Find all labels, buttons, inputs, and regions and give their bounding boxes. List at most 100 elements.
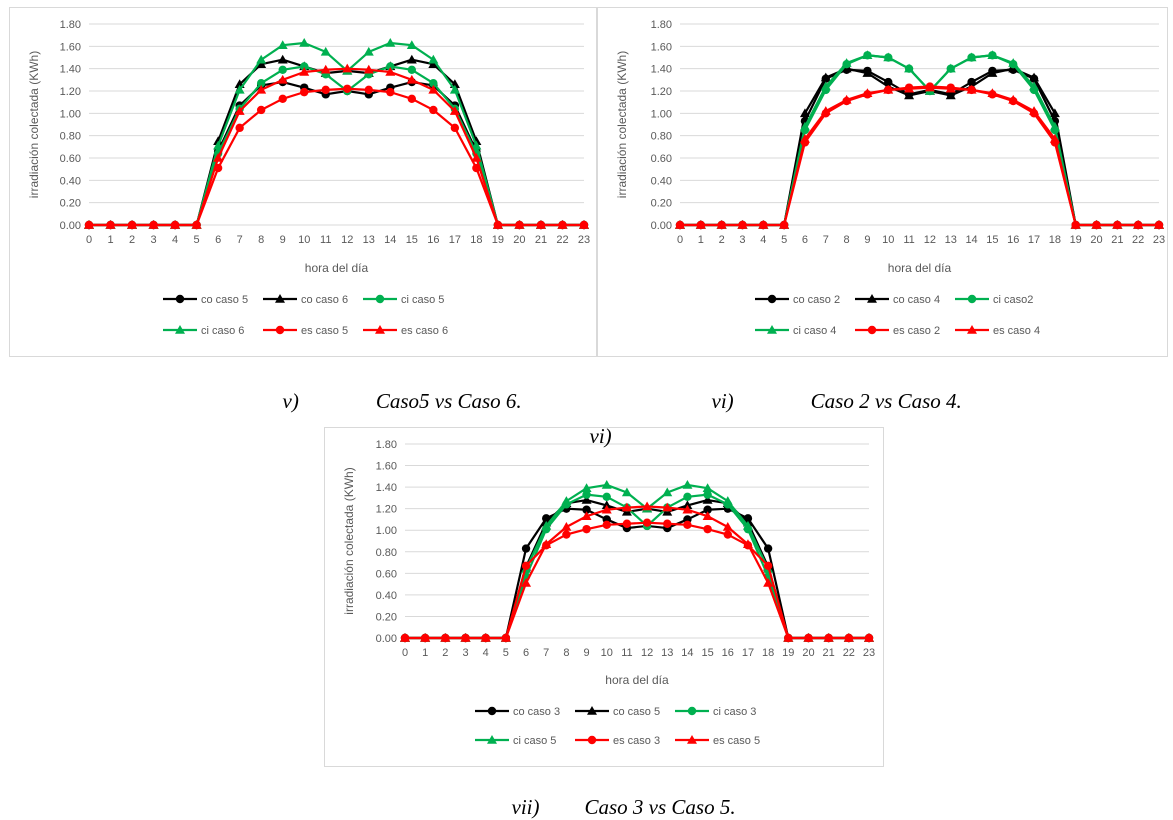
data-point — [256, 59, 267, 68]
legend-item: ci caso 5 — [363, 294, 444, 306]
legend-label: ci caso 5 — [401, 294, 444, 306]
x-tick-label: 8 — [844, 234, 850, 246]
data-point — [385, 67, 396, 76]
data-point — [663, 519, 672, 528]
chart-vii-svg: 0.00 0.20 0.40 0.60 0.80 1.00 1.20 1.40 1.60 1.80… — [342, 439, 875, 747]
x-tick-label: 5 — [503, 647, 509, 659]
data-point — [702, 483, 713, 492]
data-point — [450, 123, 460, 133]
data-point — [449, 106, 460, 115]
y-tick-label: 1.20 — [651, 86, 672, 98]
legend-marker — [687, 706, 697, 716]
x-tick-label: 2 — [442, 647, 448, 659]
data-point — [541, 520, 552, 530]
legend-marker — [587, 706, 597, 715]
data-point — [234, 84, 245, 94]
x-tick-label: 1 — [107, 234, 113, 246]
legend-label: co caso 5 — [613, 706, 660, 718]
y-tick-label: 1.60 — [651, 41, 672, 53]
x-tick-label: 20 — [802, 647, 814, 659]
data-point — [601, 479, 612, 489]
legend-label: ci caso 6 — [201, 325, 244, 337]
data-point — [702, 495, 713, 504]
y-tick-label: 1.80 — [60, 19, 81, 31]
data-point — [945, 63, 956, 73]
data-point — [841, 94, 852, 104]
y-tick-label: 1.40 — [60, 64, 81, 76]
x-axis-title: hora del día — [888, 261, 952, 275]
data-point — [799, 121, 810, 131]
data-point — [300, 87, 309, 97]
x-tick-label: 17 — [1028, 234, 1040, 246]
data-point — [581, 495, 592, 504]
x-tick-label: 1 — [422, 647, 428, 659]
y-tick-label: 0.00 — [651, 220, 672, 232]
data-point — [213, 153, 224, 162]
series-line-3 — [680, 54, 1159, 227]
y-tick-label: 0.20 — [60, 198, 81, 210]
data-point — [428, 54, 439, 64]
x-tick-label: 8 — [258, 234, 264, 246]
data-point — [407, 94, 417, 104]
data-point — [492, 220, 503, 229]
data-point — [541, 539, 552, 548]
data-point — [945, 83, 956, 93]
data-point — [1049, 134, 1060, 143]
data-point — [862, 50, 873, 60]
caption-vii: vii) Caso 3 vs Caso 5. — [501, 770, 736, 820]
legend-marker — [767, 325, 777, 334]
data-point — [1133, 220, 1144, 229]
data-point — [823, 633, 834, 642]
x-tick-label: 6 — [215, 234, 221, 246]
data-point — [428, 84, 439, 94]
y-tick-label: 0.20 — [376, 611, 397, 623]
data-point — [862, 68, 873, 77]
x-tick-label: 9 — [280, 234, 286, 246]
legend-label: co caso 4 — [893, 294, 940, 306]
data-point — [363, 46, 374, 56]
data-point — [723, 530, 732, 539]
legend-marker — [175, 294, 185, 304]
data-point — [429, 105, 438, 115]
data-point — [987, 68, 998, 77]
data-point — [987, 88, 998, 97]
data-point — [683, 492, 692, 502]
legend-marker — [587, 735, 597, 745]
y-tick-label: 0.40 — [376, 590, 397, 602]
legend-item: co caso 5 — [163, 294, 248, 306]
data-point — [321, 85, 330, 95]
data-point — [170, 220, 181, 229]
data-point — [320, 64, 331, 74]
y-tick-label: 1.80 — [651, 19, 672, 31]
legend-marker — [687, 735, 697, 744]
data-point — [191, 220, 202, 229]
legend-item: co caso 2 — [755, 294, 840, 306]
data-point — [843, 633, 854, 642]
data-point — [722, 496, 733, 505]
legend-label: es caso 2 — [893, 325, 940, 337]
data-point — [514, 220, 525, 229]
series-line-0 — [89, 80, 584, 227]
data-point — [460, 633, 471, 642]
x-tick-label: 9 — [584, 647, 590, 659]
data-point — [602, 520, 611, 530]
data-point — [561, 496, 572, 505]
x-tick-label: 3 — [151, 234, 157, 246]
x-tick-label: 10 — [601, 647, 613, 659]
caption-vii-text: Caso 3 vs Caso 5. — [584, 795, 736, 819]
data-point — [683, 520, 692, 530]
caption-v-text: Caso5 vs Caso 6. — [375, 389, 522, 413]
legend-item: es caso 3 — [575, 735, 660, 747]
caption-v: v) Caso5 vs Caso 6. — [272, 364, 522, 414]
data-point — [737, 220, 748, 229]
data-point — [1029, 106, 1040, 115]
y-tick-label: 0.00 — [376, 633, 397, 645]
data-point — [763, 544, 773, 553]
y-tick-label: 0.80 — [60, 131, 81, 143]
data-point — [406, 40, 417, 49]
data-point — [561, 521, 572, 531]
x-tick-label: 7 — [543, 647, 549, 659]
legend-label: es caso 6 — [401, 325, 448, 337]
x-tick-label: 19 — [492, 234, 504, 246]
data-point — [862, 88, 873, 97]
